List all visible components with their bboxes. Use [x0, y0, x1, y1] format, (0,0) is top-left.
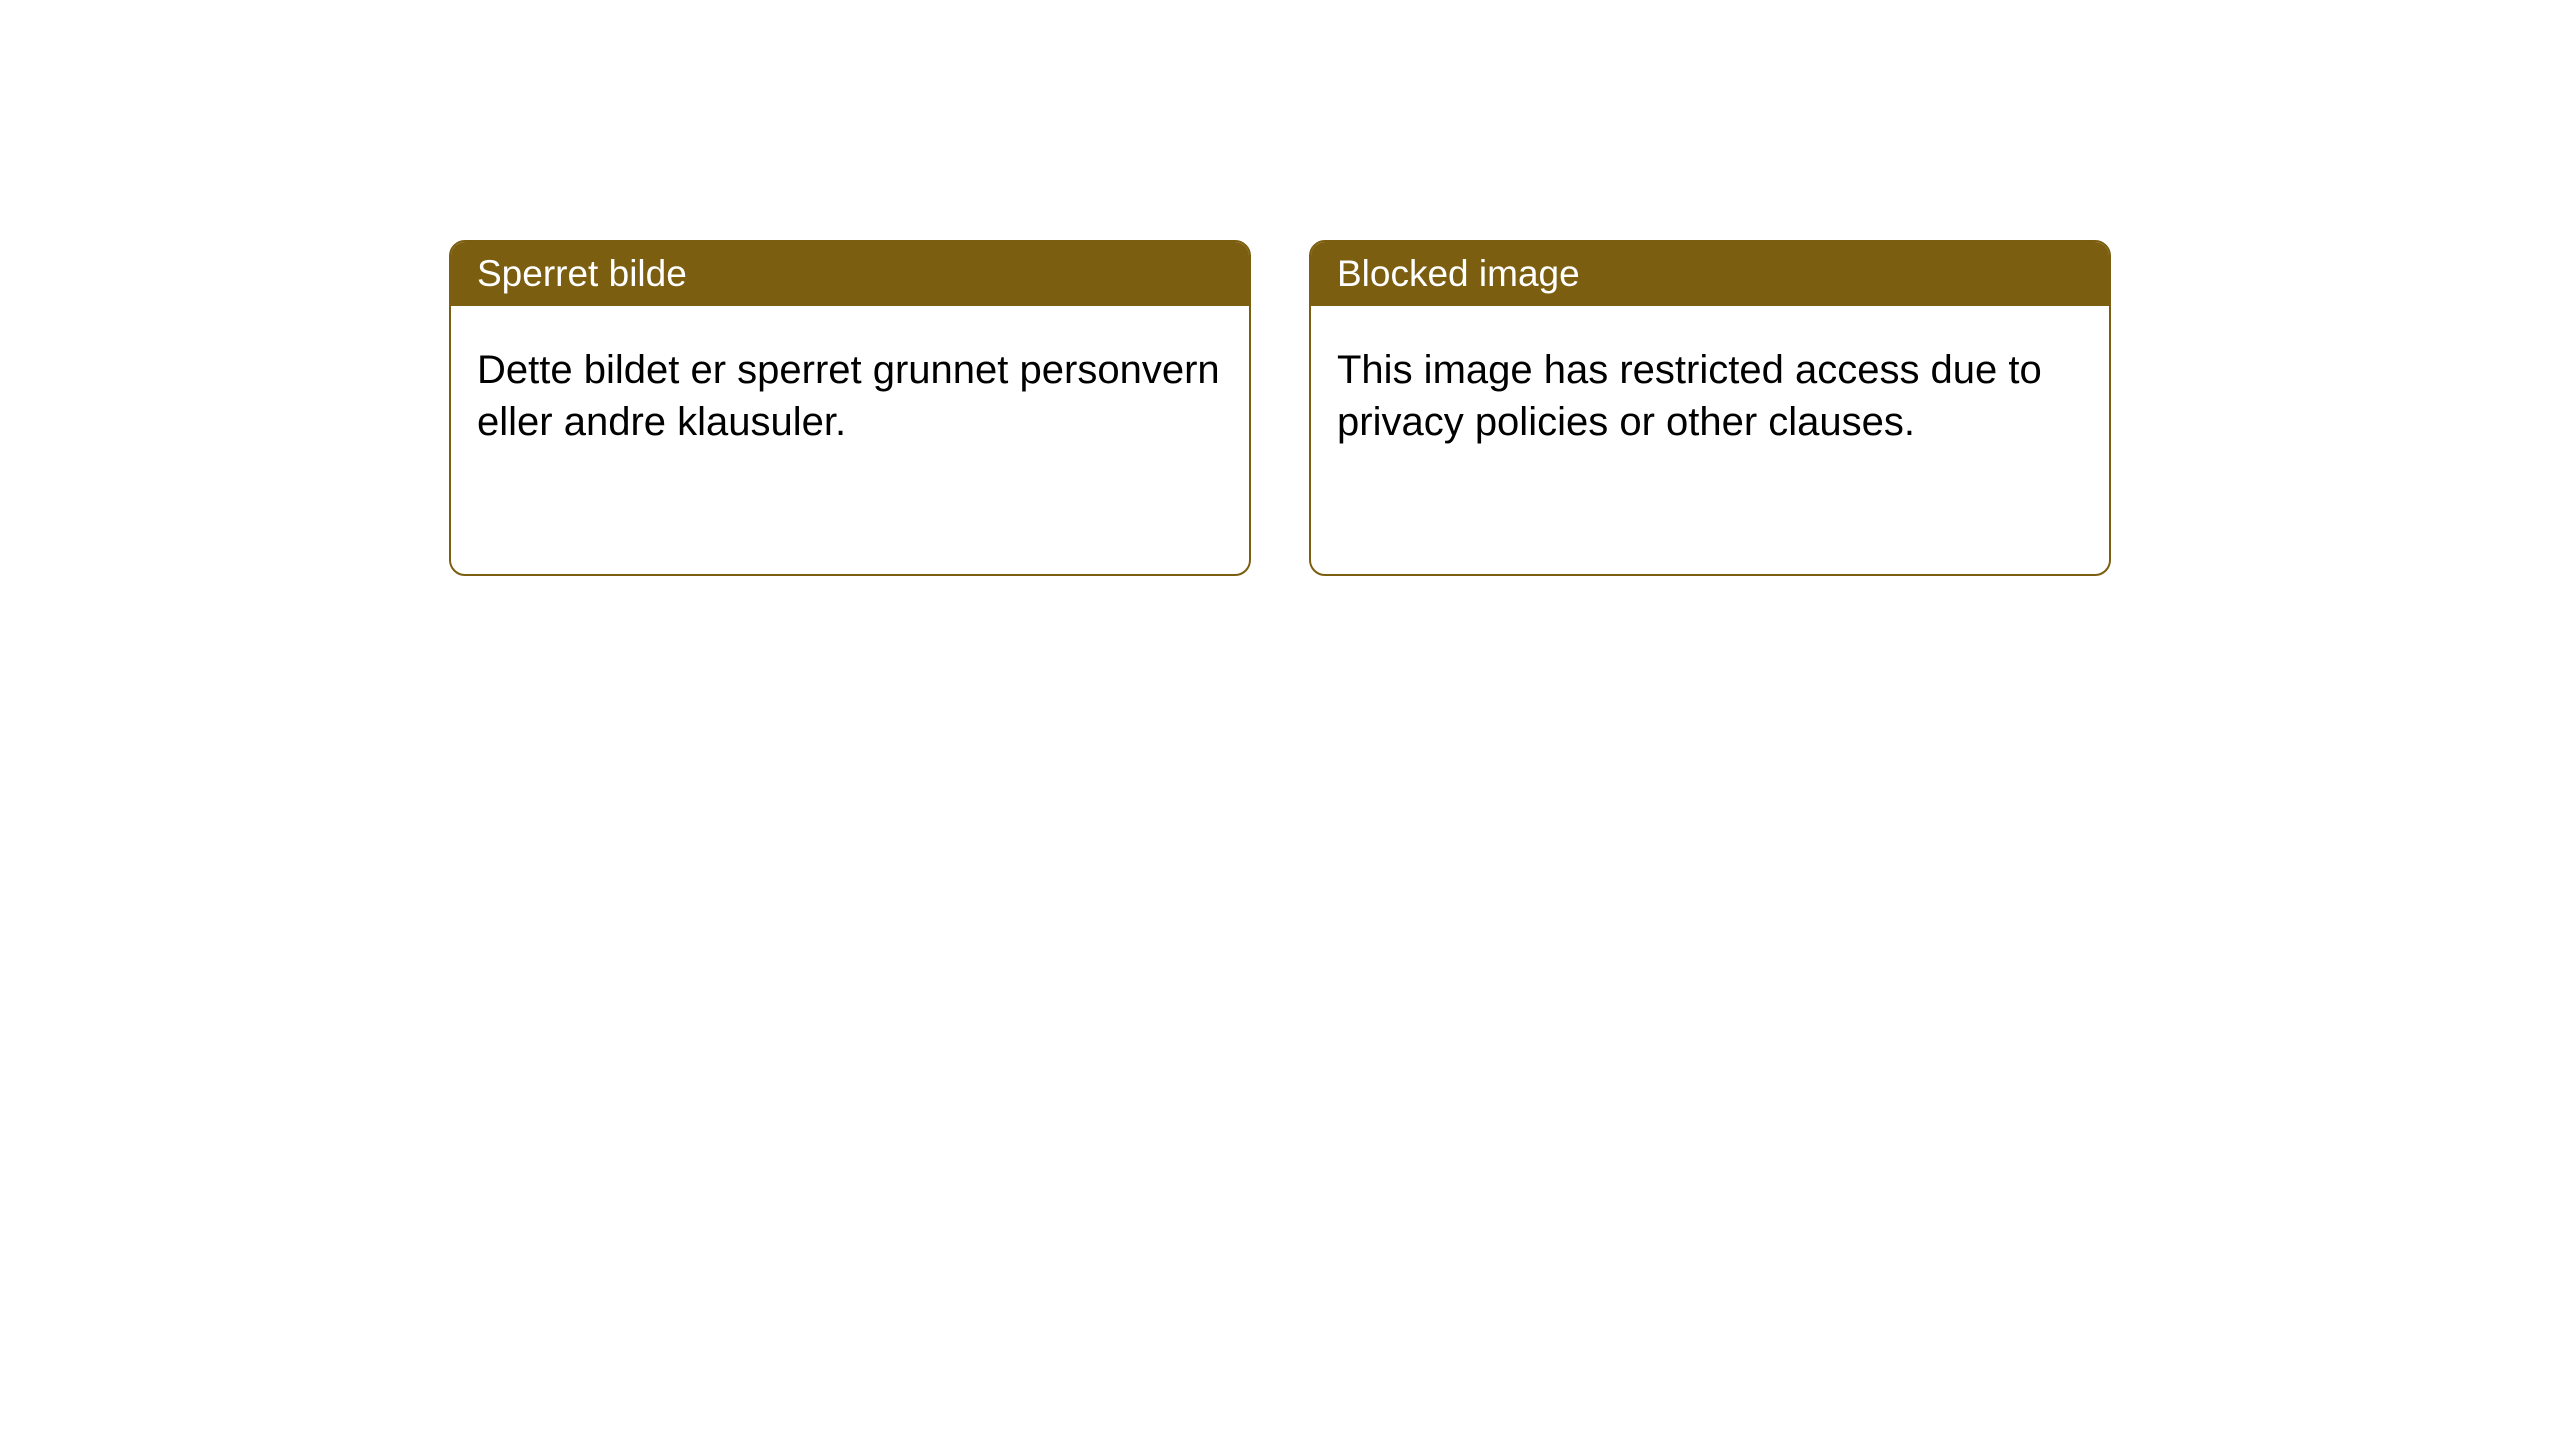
- card-body: Dette bildet er sperret grunnet personve…: [451, 306, 1249, 486]
- card-header: Sperret bilde: [451, 242, 1249, 306]
- card-body-text: This image has restricted access due to …: [1337, 348, 2042, 444]
- notice-card-english: Blocked image This image has restricted …: [1309, 240, 2111, 576]
- card-header: Blocked image: [1311, 242, 2109, 306]
- card-body: This image has restricted access due to …: [1311, 306, 2109, 486]
- card-body-text: Dette bildet er sperret grunnet personve…: [477, 348, 1220, 444]
- notice-card-norwegian: Sperret bilde Dette bildet er sperret gr…: [449, 240, 1251, 576]
- notice-cards-container: Sperret bilde Dette bildet er sperret gr…: [449, 240, 2111, 576]
- card-header-text: Blocked image: [1337, 253, 1580, 294]
- card-header-text: Sperret bilde: [477, 253, 687, 294]
